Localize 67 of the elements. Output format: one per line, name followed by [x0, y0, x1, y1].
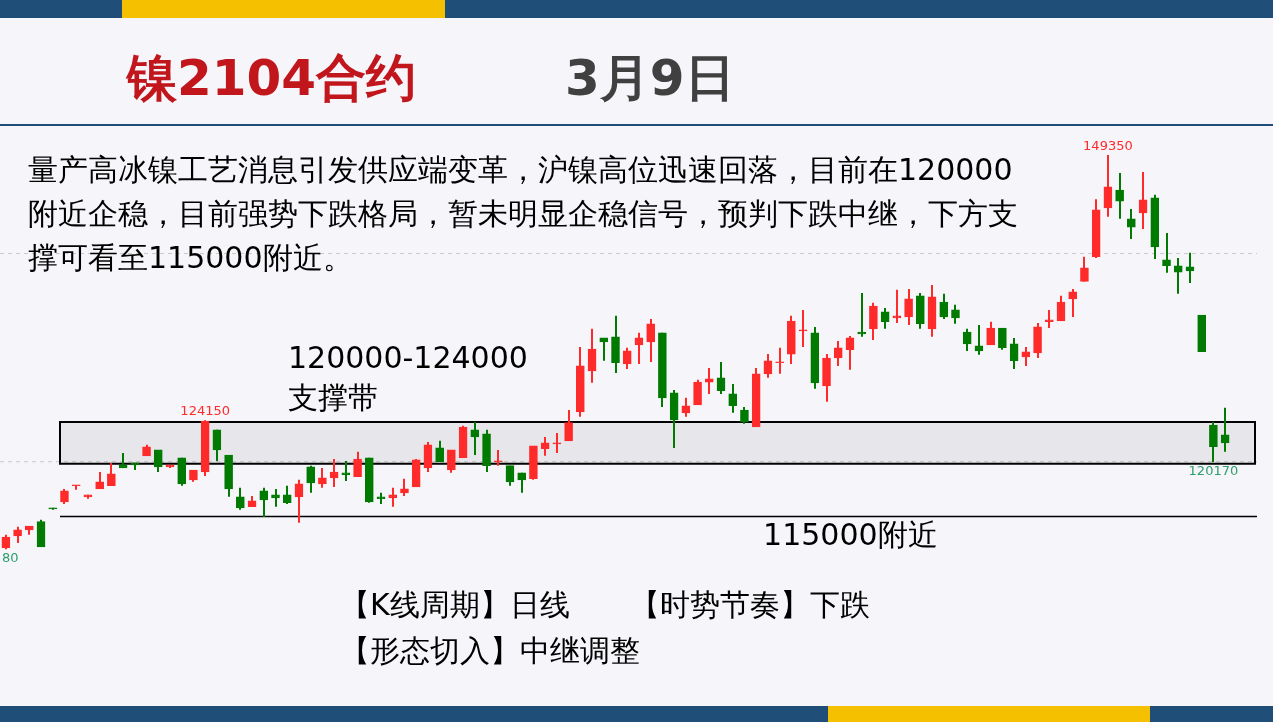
candlestick — [1033, 321, 1042, 360]
candlestick — [998, 327, 1007, 351]
annotation: 80 — [2, 550, 19, 566]
candlestick — [681, 396, 691, 418]
candlestick — [540, 435, 550, 457]
candlestick — [1209, 420, 1218, 464]
candlestick — [1056, 294, 1066, 322]
band-label: 120000-124000 支撑带 — [288, 339, 528, 415]
candlestick — [880, 306, 890, 330]
candlestick — [974, 323, 984, 356]
candlestick — [716, 360, 726, 395]
candlestick — [1068, 288, 1078, 319]
candlestick — [904, 288, 913, 326]
candlestick — [845, 334, 855, 371]
candlestick — [294, 478, 304, 524]
annotation: 149350 — [1083, 137, 1133, 153]
candlestick — [939, 292, 949, 320]
candlestick — [177, 456, 187, 487]
candlestick — [1021, 345, 1031, 367]
candlestick — [869, 301, 878, 341]
annotation: 120170 — [1188, 462, 1239, 478]
candlestick — [1162, 232, 1171, 274]
text: 【K线周期】日线 【时势节奏】下跌 — [340, 586, 870, 624]
annotation: 124150 — [180, 403, 230, 419]
candlestick — [388, 486, 398, 508]
candlestick — [236, 486, 245, 511]
candlestick — [704, 366, 714, 395]
candlestick — [36, 518, 46, 548]
candlestick — [763, 353, 773, 379]
candlestick — [564, 409, 573, 442]
candlestick — [1138, 170, 1148, 231]
candlestick — [470, 420, 480, 457]
candlestick — [353, 450, 362, 478]
chart-title: 镍2104合约 — [127, 48, 417, 109]
candlestick — [318, 467, 327, 489]
candlestick — [1044, 308, 1054, 330]
candlestick — [306, 464, 316, 494]
candlestick — [282, 484, 292, 505]
candlestick — [1173, 256, 1183, 295]
candlestick — [728, 383, 738, 414]
candlestick — [1185, 251, 1195, 285]
candlestick — [775, 346, 784, 375]
candlestick — [634, 331, 644, 365]
candlestick — [611, 314, 620, 375]
candlestick — [833, 340, 843, 367]
chart-subtitle: 3月9日 — [565, 48, 735, 109]
candlestick — [329, 457, 339, 488]
candlestick — [587, 327, 597, 384]
annotation: 量产高冰镍工艺消息引发供应端变革，沪镍高位迅速回落，目前在120000附近企稳，目前强势下跌格局，暂未明显企稳信号，预判下跌中继，下方支撑可看至115000附近。 — [28, 151, 1019, 277]
candlestick — [259, 486, 269, 518]
candlestick — [1220, 406, 1230, 453]
candlestick — [435, 439, 444, 463]
text: 【形态切入】中继调整 — [340, 632, 640, 670]
candlestick — [423, 441, 433, 473]
ref-line-label: 115000附近 — [763, 517, 938, 553]
candlestick — [1115, 172, 1124, 220]
candlestick — [1103, 153, 1113, 218]
candlestick — [552, 431, 562, 455]
candlestick — [892, 288, 902, 324]
candlestick — [798, 308, 808, 348]
candlestick — [951, 303, 960, 325]
candlestick — [1009, 336, 1019, 371]
candlestick — [646, 317, 655, 363]
candlestick — [212, 428, 222, 462]
candlestick — [693, 378, 702, 406]
candlestick — [341, 459, 351, 483]
candlestick — [962, 327, 972, 352]
